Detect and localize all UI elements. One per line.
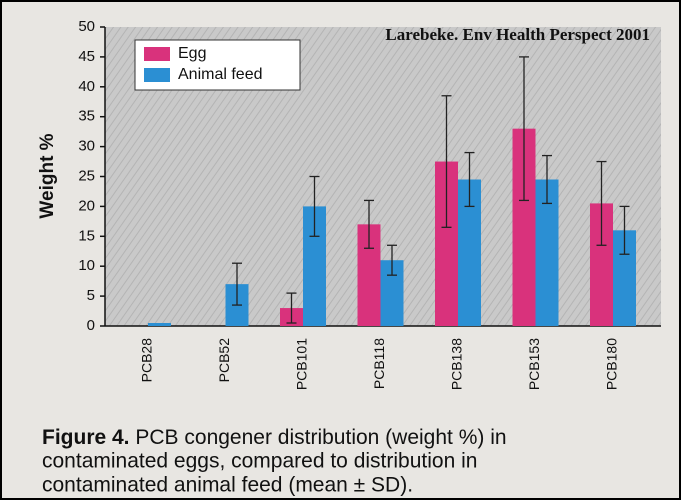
bar	[380, 260, 404, 326]
y-tick-label: 25	[78, 167, 95, 184]
y-axis-label: Weight %	[37, 133, 58, 218]
bar	[435, 161, 458, 326]
bar	[458, 179, 481, 326]
caption-line: contaminated eggs, compared to distribut…	[42, 450, 477, 473]
y-tick-label: 30	[78, 138, 95, 155]
y-tick-label: 50	[78, 18, 95, 35]
y-tick-label: 15	[78, 227, 95, 244]
x-tick-label: PCB118	[371, 338, 387, 389]
y-tick-label: 5	[87, 287, 95, 304]
error-bar	[309, 175, 320, 237]
y-tick-label: 20	[78, 197, 95, 214]
legend-label: Egg	[178, 45, 206, 62]
error-bar	[542, 154, 552, 205]
error-bar	[596, 160, 607, 246]
error-bar	[364, 199, 374, 249]
error-bar	[519, 56, 529, 202]
bar	[148, 323, 171, 326]
error-bar	[286, 292, 297, 324]
y-tick-label: 35	[78, 108, 95, 125]
legend-label: Animal feed	[178, 66, 263, 83]
bar	[535, 179, 559, 326]
annotation: Larebeke. Env Health Perspect 2001	[385, 25, 650, 44]
error-bar	[441, 95, 452, 228]
caption-line: PCB congener distribution (weight %) in	[135, 426, 506, 449]
caption: Figure 4. PCB congener distribution (wei…	[42, 426, 507, 449]
bar	[512, 128, 536, 326]
y-tick-label: 0	[87, 317, 95, 334]
bar	[303, 206, 326, 326]
x-tick-label: PCB153	[526, 338, 542, 390]
y-tick-label: 45	[78, 48, 95, 65]
bar	[613, 230, 636, 326]
x-tick-label: PCB180	[604, 338, 620, 390]
error-bar	[232, 262, 242, 306]
legend-swatch	[144, 68, 170, 82]
y-tick-label: 10	[78, 257, 95, 274]
caption-label: Figure 4.	[42, 426, 130, 449]
caption-line: contaminated animal feed (mean ± SD).	[42, 474, 413, 497]
x-tick-label: PCB101	[294, 338, 310, 390]
x-tick-label: PCB52	[216, 338, 232, 383]
error-bar	[387, 244, 397, 276]
error-bar	[464, 151, 475, 208]
legend-swatch	[144, 47, 170, 61]
x-tick-label: PCB28	[139, 338, 155, 383]
x-tick-label: PCB138	[449, 338, 465, 390]
y-tick-label: 40	[78, 78, 95, 95]
bar	[590, 203, 613, 326]
error-bar	[619, 205, 630, 255]
bar	[357, 224, 381, 326]
